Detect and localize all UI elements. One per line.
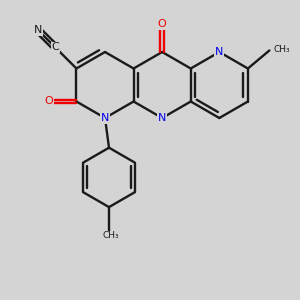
Text: N: N: [101, 113, 109, 123]
Text: N: N: [158, 113, 166, 123]
Text: N: N: [33, 25, 42, 34]
Text: C: C: [52, 43, 59, 52]
Text: N: N: [215, 47, 224, 57]
Text: O: O: [44, 97, 53, 106]
Text: O: O: [158, 19, 167, 29]
Text: CH₃: CH₃: [273, 45, 290, 54]
Text: CH₃: CH₃: [103, 231, 119, 240]
